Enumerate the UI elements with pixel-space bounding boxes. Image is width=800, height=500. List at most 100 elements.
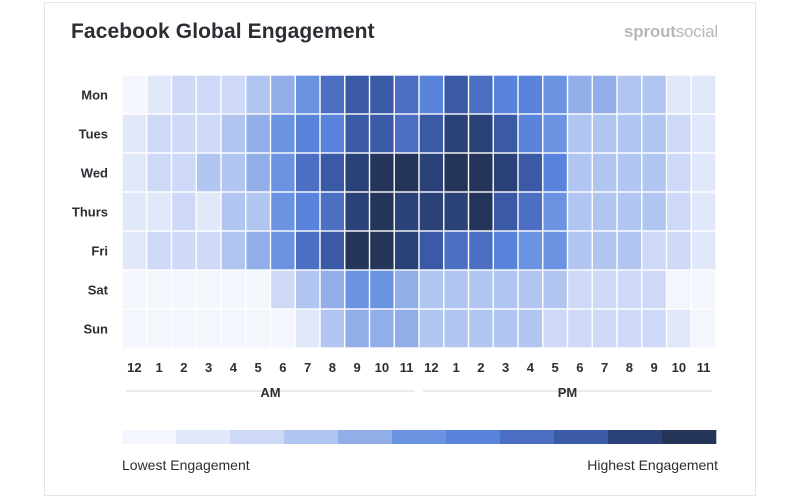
heatmap-cell [320, 114, 345, 153]
heatmap-cell [370, 309, 394, 348]
heatmap-cell [568, 75, 592, 114]
heatmap-cell [469, 75, 493, 114]
heatmap-cell [196, 192, 221, 231]
column-label: 11 [697, 360, 711, 375]
legend-high-label: Highest Engagement [587, 457, 718, 473]
column-label: 10 [672, 360, 686, 375]
heatmap-cell [221, 231, 246, 270]
heatmap-cell [667, 192, 691, 231]
heatmap-cell [642, 75, 666, 114]
heatmap-cell [493, 114, 518, 153]
legend-swatch [338, 430, 393, 444]
heatmap-cell [295, 114, 320, 153]
heatmap-cell [394, 270, 419, 309]
heatmap-cell [320, 153, 345, 192]
heatmap-cell [419, 231, 444, 270]
heatmap-cell [543, 231, 567, 270]
column-label: 6 [279, 360, 286, 375]
legend-swatch [122, 430, 177, 444]
row-label: Mon [81, 88, 108, 103]
heatmap-cell [469, 309, 493, 348]
heatmap-cell [271, 153, 295, 192]
heatmap-cell [592, 231, 617, 270]
heatmap-cell [419, 192, 444, 231]
heatmap-cell [271, 270, 295, 309]
column-label: 3 [502, 360, 509, 375]
heatmap-cell [271, 192, 295, 231]
column-label: 1 [156, 360, 163, 375]
heatmap-cell [295, 309, 320, 348]
heatmap-cell [592, 309, 617, 348]
heatmap-cell [444, 309, 468, 348]
heatmap-cell [295, 153, 320, 192]
heatmap-cell [444, 231, 468, 270]
heatmap-cell [518, 270, 543, 309]
heatmap-cell [172, 75, 196, 114]
column-label: 3 [205, 360, 212, 375]
heatmap-cell [469, 270, 493, 309]
heatmap-cell [172, 270, 196, 309]
heatmap-cell [370, 270, 394, 309]
heatmap-cell [444, 114, 468, 153]
heatmap-cell [592, 270, 617, 309]
heatmap-cell [518, 75, 543, 114]
heatmap-cell [221, 192, 246, 231]
legend-swatch [608, 430, 663, 444]
legend-swatch [662, 430, 717, 444]
heatmap-cell [518, 114, 543, 153]
column-label: 4 [527, 360, 535, 375]
heatmap-cell [419, 75, 444, 114]
row-label: Thurs [72, 205, 108, 220]
heatmap-cell [271, 231, 295, 270]
column-label: 7 [601, 360, 608, 375]
heatmap-cell [370, 114, 394, 153]
heatmap-cell [568, 192, 592, 231]
heatmap-cell [493, 192, 518, 231]
heatmap-cell [394, 75, 419, 114]
column-label: 9 [651, 360, 658, 375]
heatmap-cell [172, 231, 196, 270]
heatmap-cell [122, 75, 147, 114]
heatmap-cell [221, 114, 246, 153]
heatmap-cell [543, 270, 567, 309]
heatmap-cell [419, 309, 444, 348]
heatmap-cell [147, 75, 171, 114]
column-label: 7 [304, 360, 311, 375]
heatmap-cell [172, 309, 196, 348]
heatmap-cell [592, 153, 617, 192]
heatmap-cell [543, 309, 567, 348]
legend-low-label: Lowest Engagement [122, 457, 250, 473]
heatmap-cell [617, 75, 642, 114]
heatmap-cell [196, 114, 221, 153]
heatmap-cell [122, 192, 147, 231]
heatmap-cell [642, 231, 666, 270]
heatmap-cell [320, 309, 345, 348]
heatmap-cell [691, 114, 716, 153]
column-label: 12 [127, 360, 141, 375]
chart-title: Facebook Global Engagement [71, 20, 375, 43]
heatmap-cell [617, 153, 642, 192]
heatmap-cell [691, 153, 716, 192]
heatmap-cell [122, 270, 147, 309]
heatmap-cell [419, 270, 444, 309]
heatmap-cell [469, 153, 493, 192]
heatmap-cell [196, 153, 221, 192]
heatmap-cell [320, 270, 345, 309]
heatmap-cell [271, 75, 295, 114]
heatmap-cell [642, 153, 666, 192]
heatmap-cell [122, 114, 147, 153]
heatmap-cell [493, 309, 518, 348]
heatmap-cell [345, 75, 369, 114]
legend-swatch [446, 430, 501, 444]
heatmap-cell [271, 309, 295, 348]
heatmap-cell [122, 231, 147, 270]
heatmap-cell [172, 153, 196, 192]
heatmap-cell [320, 75, 345, 114]
heatmap-cell [147, 309, 171, 348]
heatmap-cell [642, 270, 666, 309]
heatmap-cell [196, 309, 221, 348]
column-label: 1 [453, 360, 460, 375]
heatmap-cell [667, 114, 691, 153]
heatmap-cell [691, 309, 716, 348]
